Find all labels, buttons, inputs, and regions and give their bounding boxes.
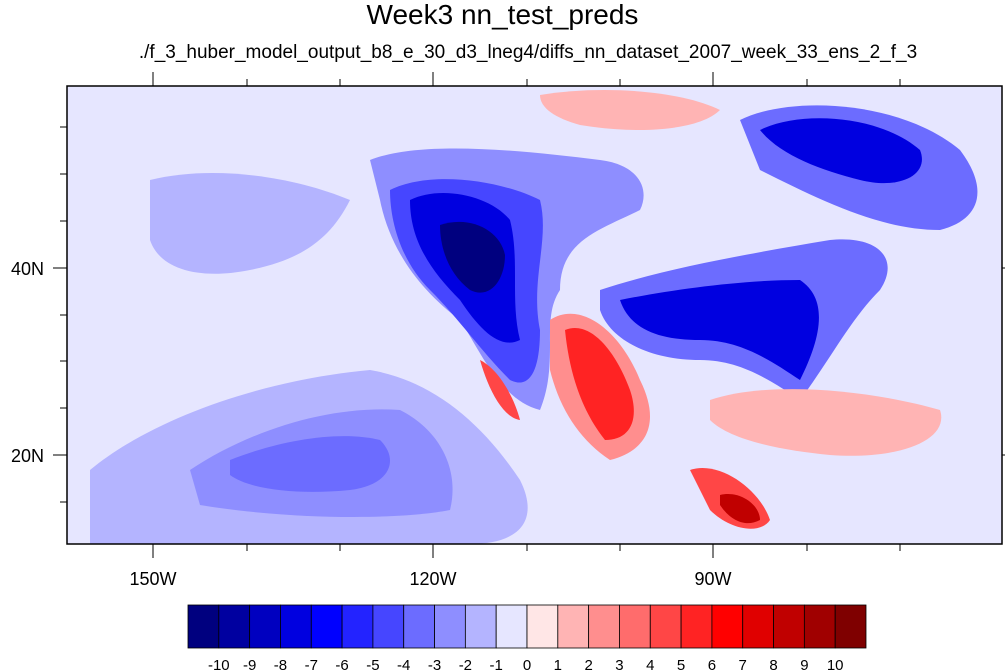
colorbar-label: -10 xyxy=(208,657,230,672)
colorbar-swatch xyxy=(619,604,651,649)
colorbar-label: -4 xyxy=(397,657,410,672)
plot-title: Week3 nn_test_preds xyxy=(366,0,639,30)
colorbar-swatch xyxy=(649,604,682,649)
colorbar-label: 9 xyxy=(800,657,808,672)
colorbar-swatch xyxy=(403,604,435,649)
colorbar-label: -3 xyxy=(428,657,441,672)
colorbar-labels: -10 -9 -8 -7 -6 -5 -4 -3 -2 -1 0 1 2 3 4 5 6 7 8 9 10 xyxy=(208,657,844,672)
colorbar-label: -9 xyxy=(243,657,256,672)
colorbar-swatch xyxy=(372,604,405,649)
colorbar-swatch xyxy=(187,604,220,649)
colorbar-swatch xyxy=(773,604,805,649)
lat-label-20n: 20N xyxy=(11,446,44,466)
colorbar-label: 7 xyxy=(739,657,747,672)
atlantic-positive xyxy=(710,389,942,456)
lon-label-150w: 150W xyxy=(129,569,176,589)
colorbar-swatch xyxy=(280,604,312,649)
colorbar-swatch xyxy=(495,604,528,649)
colorbar-label: 4 xyxy=(646,657,654,672)
colorbar-swatch xyxy=(834,604,867,649)
colorbar-label: 2 xyxy=(584,657,592,672)
colorbar-label: 6 xyxy=(708,657,716,672)
colorbar-label: 0 xyxy=(523,657,531,672)
colorbar-label: 5 xyxy=(677,657,685,672)
colorbar-label: 1 xyxy=(554,657,562,672)
lon-label-90w: 90W xyxy=(694,569,731,589)
colorbar-swatch xyxy=(464,604,497,649)
colorbar-swatch xyxy=(341,604,374,649)
colorbar-swatch xyxy=(803,604,836,649)
colorbar-swatch xyxy=(557,604,590,649)
colorbar-label: -7 xyxy=(305,657,318,672)
pacific-strong-negative xyxy=(230,436,390,492)
axis-ticks xyxy=(53,72,1005,558)
colorbar-swatch xyxy=(218,604,251,649)
lon-label-120w: 120W xyxy=(409,569,456,589)
map-field xyxy=(67,86,1002,544)
colorbar-label: 10 xyxy=(827,657,844,672)
colorbar-swatch xyxy=(249,604,281,649)
colorbar xyxy=(187,604,867,649)
colorbar-swatch xyxy=(588,604,620,649)
colorbar-swatch xyxy=(680,604,713,649)
colorbar-label: 3 xyxy=(615,657,623,672)
colorbar-swatch xyxy=(434,604,466,649)
colorbar-label: -5 xyxy=(366,657,379,672)
colorbar-label: -8 xyxy=(274,657,287,672)
plot-subtitle: ./f_3_huber_model_output_b8_e_30_d3_lneg… xyxy=(138,42,918,63)
canada-strong-negative xyxy=(760,118,922,184)
colorbar-label: 8 xyxy=(769,657,777,672)
lat-label-40n: 40N xyxy=(11,259,44,279)
colorbar-label: -1 xyxy=(490,657,503,672)
colorbar-label: -6 xyxy=(335,657,348,672)
colorbar-swatch xyxy=(310,604,343,649)
baja-positive xyxy=(480,360,520,420)
colorbar-swatch xyxy=(742,604,774,649)
north-pacific-positive xyxy=(540,90,720,130)
west-us-peak-negative xyxy=(440,221,505,293)
colorbar-swatch xyxy=(711,604,744,649)
colorbar-swatch xyxy=(526,604,559,649)
east-us-strong-negative xyxy=(620,280,819,380)
colorbar-label: -2 xyxy=(459,657,472,672)
pacific-negative-region xyxy=(150,172,350,274)
central-america-peak-positive xyxy=(720,494,760,524)
mexico-strong-positive xyxy=(565,328,634,440)
